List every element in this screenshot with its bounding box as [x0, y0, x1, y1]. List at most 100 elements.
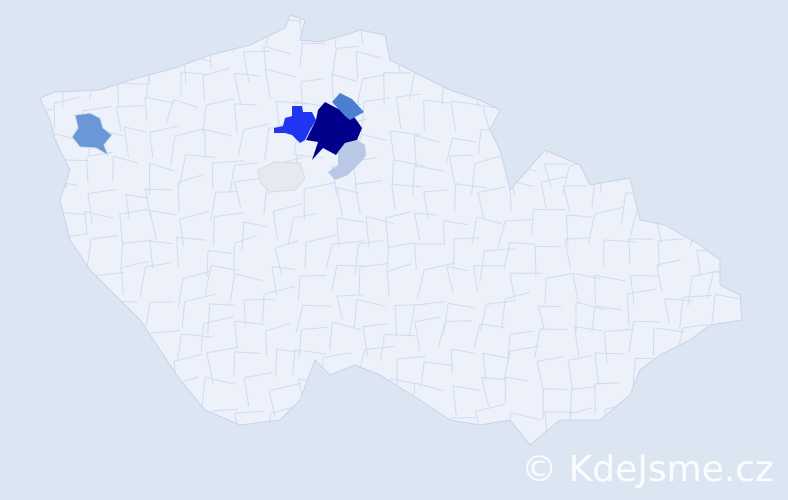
district-border	[723, 76, 742, 110]
district-border	[40, 384, 53, 413]
district-border	[501, 291, 530, 329]
district-border	[355, 442, 387, 445]
district-border	[54, 373, 81, 410]
district-border	[691, 183, 724, 211]
district-border	[108, 417, 143, 445]
district-border	[504, 43, 536, 78]
district-border	[385, 211, 411, 249]
district-border	[50, 344, 85, 381]
district-medium-west[interactable]	[71, 112, 113, 157]
district-border	[362, 322, 390, 357]
district-border	[453, 237, 480, 267]
district-border	[723, 211, 742, 237]
district-border	[690, 15, 718, 42]
district-border	[354, 239, 383, 276]
district-border	[664, 298, 694, 324]
district-border	[483, 37, 512, 67]
district-border	[477, 186, 506, 219]
district-border	[40, 136, 58, 162]
district-border	[116, 353, 139, 383]
district-border	[408, 413, 440, 440]
district-border	[587, 104, 620, 135]
district-border	[536, 356, 565, 393]
district-border	[473, 323, 505, 350]
district-border	[679, 405, 707, 432]
district-border	[385, 242, 416, 273]
district-border	[420, 15, 452, 49]
district-border	[317, 381, 348, 417]
district-border	[208, 17, 235, 45]
district-border	[304, 233, 338, 269]
district-border	[626, 39, 653, 75]
district-border	[386, 23, 418, 55]
district-border	[587, 206, 624, 245]
district-border	[423, 99, 450, 131]
district-border	[721, 188, 742, 217]
district-border	[40, 16, 54, 49]
district-border	[299, 42, 327, 68]
district-border	[354, 180, 383, 215]
district-border	[687, 269, 723, 307]
district-border	[200, 315, 234, 352]
district-grey[interactable]	[257, 161, 306, 193]
district-border	[62, 407, 93, 440]
district-border	[331, 264, 368, 292]
district-border	[416, 262, 456, 300]
district-border	[567, 78, 599, 107]
district-border	[561, 92, 597, 124]
district-border	[204, 265, 239, 296]
district-border	[720, 242, 742, 271]
district-border	[466, 16, 501, 51]
district-border	[543, 163, 569, 189]
district-border	[94, 390, 118, 420]
district-border	[54, 300, 83, 336]
district-border	[533, 43, 568, 74]
district-border	[287, 212, 317, 245]
district-border	[120, 239, 153, 270]
district-border	[263, 45, 291, 72]
district-border	[272, 203, 303, 242]
district-border	[87, 437, 112, 445]
district-border	[593, 133, 626, 164]
district-border	[123, 126, 148, 158]
district-border	[657, 238, 684, 268]
district-border	[448, 154, 474, 186]
district-border	[594, 352, 624, 385]
district-border	[388, 407, 420, 436]
district-border	[143, 15, 177, 48]
district-border	[115, 104, 145, 132]
district-border	[453, 183, 488, 213]
district-border	[149, 125, 179, 158]
district-border	[87, 189, 118, 224]
district-border	[544, 273, 573, 304]
district-border	[412, 165, 446, 197]
district-border	[391, 183, 422, 210]
district-border	[40, 442, 62, 445]
district-light[interactable]	[328, 140, 366, 180]
district-border	[389, 130, 421, 161]
district-border	[509, 68, 540, 100]
district-border	[177, 173, 205, 213]
district-border	[85, 293, 121, 325]
district-border	[532, 93, 560, 128]
district-border	[86, 234, 119, 271]
district-border	[148, 374, 173, 409]
district-border	[531, 208, 566, 236]
district-border	[176, 333, 214, 362]
district-medium-ne[interactable]	[332, 93, 364, 120]
district-border	[175, 436, 209, 445]
district-strong[interactable]	[274, 106, 316, 143]
district-border	[213, 212, 246, 246]
district-border	[83, 414, 117, 445]
district-border	[91, 15, 120, 40]
district-border	[628, 320, 660, 353]
district-border	[181, 16, 207, 43]
district-border	[627, 385, 663, 421]
district-border	[40, 47, 58, 82]
district-border	[180, 71, 209, 97]
district-border	[358, 262, 389, 296]
district-border	[661, 408, 689, 444]
district-border	[504, 128, 534, 160]
district-border	[58, 329, 95, 358]
district-border	[497, 218, 532, 247]
